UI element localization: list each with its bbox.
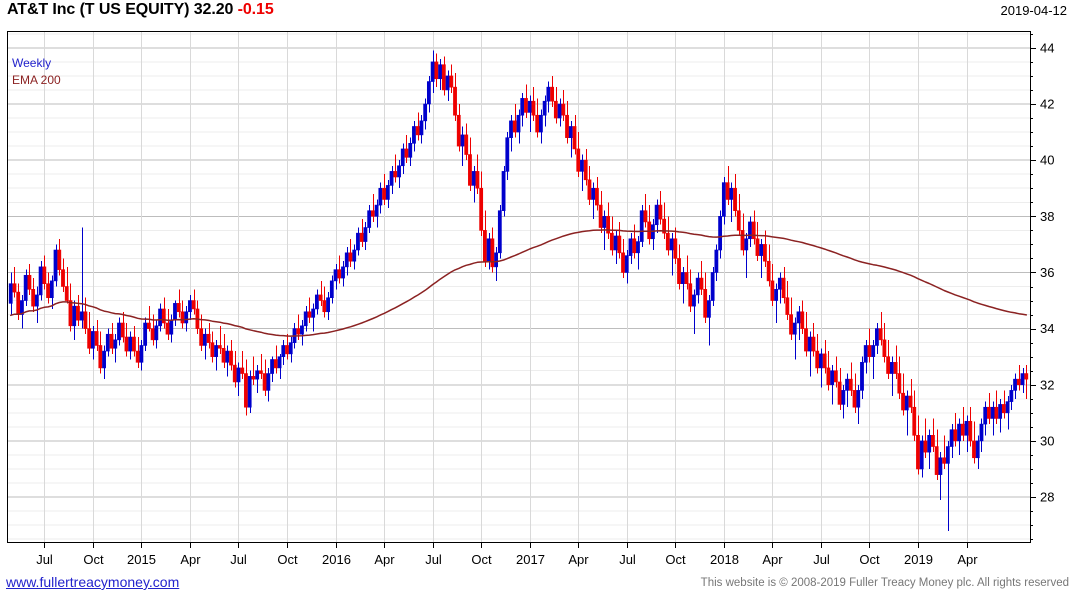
- y-axis-label: 38: [1040, 209, 1054, 224]
- x-axis-label: Apr: [568, 552, 589, 567]
- x-axis-label: 2017: [516, 552, 545, 567]
- x-axis-label: Apr: [374, 552, 395, 567]
- price-change: -0.15: [237, 1, 274, 18]
- x-axis-label: Jul: [813, 552, 830, 567]
- page-title: AT&T Inc (T US EQUITY) 32.20 -0.15: [7, 1, 274, 19]
- y-axis-label: 32: [1040, 377, 1054, 392]
- price-chart[interactable]: 28 30 32 34 36 38 40 42 44 Jul Oct 2015 Apr Jul Oct 201…: [0, 24, 1075, 570]
- axes: [7, 31, 1036, 548]
- instrument-name: AT&T Inc (T US EQUITY): [7, 1, 190, 18]
- y-axis-label: 42: [1040, 97, 1054, 112]
- x-axis-label: Jul: [36, 552, 53, 567]
- x-axis-label: Jul: [619, 552, 636, 567]
- x-axis-label: Oct: [665, 552, 686, 567]
- x-axis-label: Jul: [425, 552, 442, 567]
- x-axis-label: 2015: [127, 552, 156, 567]
- y-axis-label: 28: [1040, 490, 1054, 505]
- copyright-notice: This website is © 2008-2019 Fuller Treac…: [700, 577, 1069, 589]
- y-axis-label: 36: [1040, 265, 1054, 280]
- x-axis-label: 2019: [904, 552, 933, 567]
- x-axis-label: 2018: [710, 552, 739, 567]
- chart-date: 2019-04-12: [1000, 3, 1068, 18]
- x-axis-label: Oct: [859, 552, 880, 567]
- grid-lines: [7, 31, 1030, 542]
- y-axis-label: 40: [1040, 153, 1054, 168]
- x-axis-label: Apr: [180, 552, 201, 567]
- y-axis-label: 34: [1040, 321, 1054, 336]
- x-axis-label: Apr: [957, 552, 978, 567]
- y-axis-label: 44: [1040, 40, 1054, 55]
- chart-canvas[interactable]: 28 30 32 34 36 38 40 42 44 Jul Oct 2015 Apr Jul Oct 201…: [0, 24, 1075, 570]
- ema-line: [9, 229, 1028, 337]
- x-axis-label: Oct: [277, 552, 298, 567]
- last-price: 32.20: [193, 1, 234, 18]
- x-axis-label: Jul: [230, 552, 247, 567]
- chart-footer: www.fullertreacymoney.com This website i…: [0, 572, 1075, 600]
- candlesticks: [8, 50, 1029, 531]
- x-axis-label: Oct: [471, 552, 492, 567]
- x-axis-label: 2016: [322, 552, 351, 567]
- y-axis-label: 30: [1040, 433, 1054, 448]
- chart-header: AT&T Inc (T US EQUITY) 32.20 -0.15 2019-…: [0, 0, 1075, 26]
- axis-labels: 28 30 32 34 36 38 40 42 44 Jul Oct 2015 Apr Jul Oct 201…: [36, 40, 1054, 567]
- site-link[interactable]: www.fullertreacymoney.com: [6, 574, 180, 590]
- x-axis-label: Apr: [762, 552, 783, 567]
- x-axis-label: Oct: [83, 552, 104, 567]
